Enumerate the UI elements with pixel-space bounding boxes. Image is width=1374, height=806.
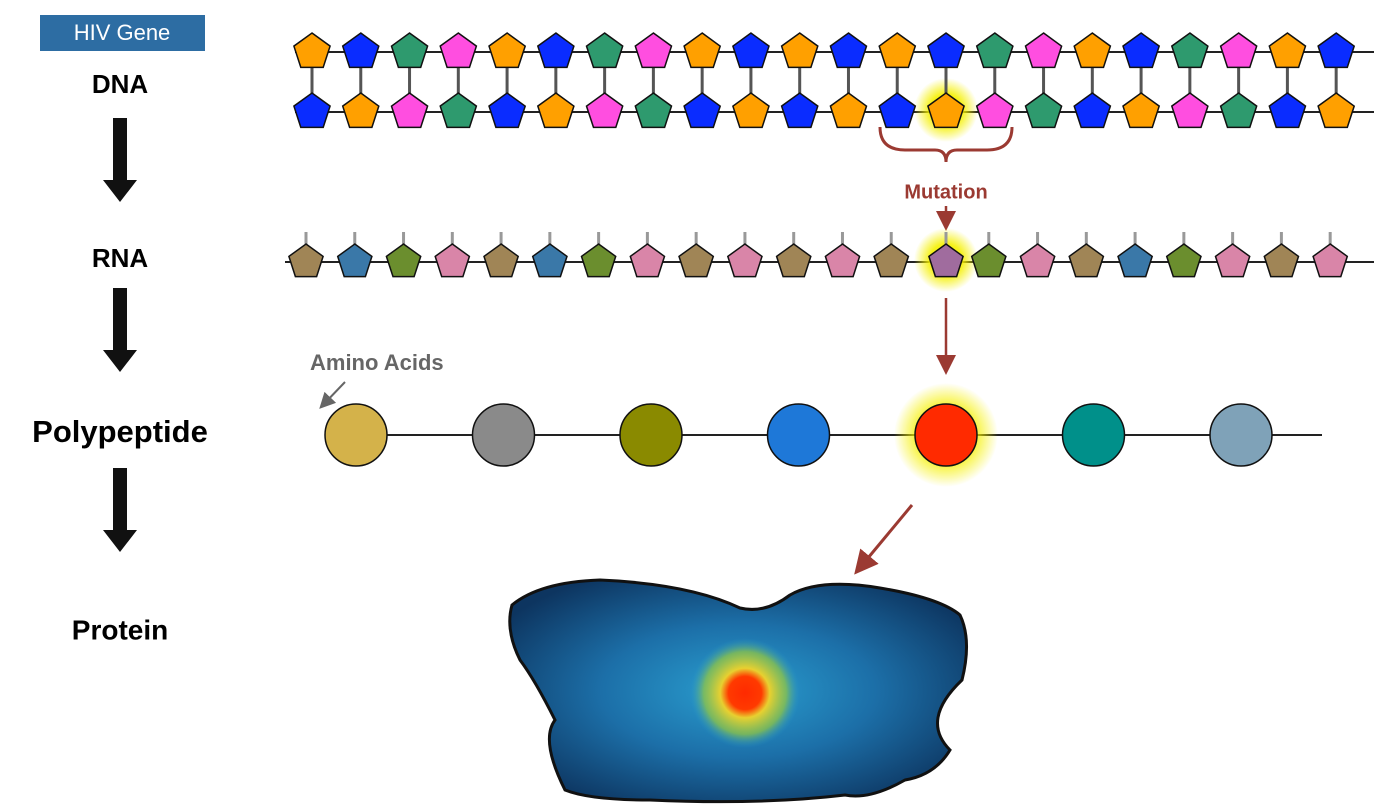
nucleotide bbox=[341, 32, 380, 69]
nucleotide bbox=[927, 32, 965, 69]
nucleotide bbox=[878, 92, 917, 129]
nucleotide bbox=[439, 32, 478, 69]
nucleotide bbox=[829, 92, 868, 129]
nucleotide bbox=[1170, 32, 1209, 69]
amino-acid bbox=[324, 403, 388, 467]
nucleotide bbox=[585, 32, 624, 69]
nucleotide bbox=[585, 92, 624, 129]
nucleotide bbox=[780, 92, 819, 129]
protein-hotspot bbox=[690, 638, 800, 748]
nucleotide bbox=[288, 243, 324, 278]
down-arrow bbox=[103, 468, 137, 552]
nucleotide bbox=[1268, 92, 1307, 129]
nucleotide bbox=[1170, 92, 1209, 129]
polypeptide bbox=[324, 383, 1322, 487]
nucleotide bbox=[683, 32, 722, 69]
nucleotide bbox=[1219, 92, 1258, 129]
nucleotide bbox=[488, 92, 527, 129]
amino-acid bbox=[1061, 403, 1126, 467]
nucleotide bbox=[341, 92, 380, 129]
amino-acid bbox=[1209, 403, 1273, 467]
nucleotide bbox=[824, 243, 861, 278]
stage-label: Protein bbox=[72, 614, 168, 645]
stage-label: Polypeptide bbox=[32, 414, 208, 449]
nucleotide bbox=[634, 92, 673, 129]
nucleotide bbox=[1268, 32, 1307, 69]
amino-acid bbox=[471, 403, 536, 467]
nucleotide bbox=[1024, 92, 1063, 129]
title-box bbox=[40, 15, 205, 51]
nucleotide bbox=[970, 243, 1007, 278]
nucleotide bbox=[732, 92, 770, 129]
nucleotide bbox=[536, 32, 575, 69]
nucleotide bbox=[1019, 243, 1056, 278]
title: HIV Gene bbox=[74, 20, 171, 45]
nucleotide bbox=[1068, 243, 1105, 278]
dna bbox=[293, 32, 1374, 142]
nucleotide bbox=[726, 243, 763, 278]
nucleotide bbox=[634, 32, 673, 69]
nucleotide bbox=[1122, 92, 1161, 129]
nucleotide bbox=[1073, 32, 1112, 69]
nucleotide bbox=[536, 92, 575, 129]
nucleotide bbox=[1024, 32, 1063, 69]
flow-arrows bbox=[103, 118, 137, 552]
nucleotide bbox=[1122, 32, 1161, 69]
nucleotide bbox=[780, 32, 819, 69]
nucleotide bbox=[390, 92, 429, 129]
amino-acid bbox=[766, 403, 831, 467]
mutation-label: Mutation bbox=[904, 181, 987, 203]
down-arrow bbox=[103, 118, 137, 202]
nucleotide bbox=[1165, 243, 1202, 278]
nucleotide bbox=[434, 243, 471, 278]
stage-label: RNA bbox=[92, 243, 149, 273]
nucleotide bbox=[678, 243, 715, 278]
amino-acid bbox=[914, 403, 978, 467]
nucleotide bbox=[975, 32, 1014, 69]
nucleotide bbox=[873, 243, 910, 278]
amino-acid bbox=[619, 403, 683, 467]
nucleotide bbox=[683, 92, 722, 129]
nucleotide bbox=[293, 92, 331, 129]
nucleotide bbox=[336, 243, 373, 278]
nucleotide bbox=[390, 32, 429, 69]
nucleotide bbox=[1312, 243, 1349, 278]
nucleotide bbox=[1219, 32, 1258, 69]
nucleotide bbox=[928, 243, 964, 278]
nucleotide bbox=[732, 32, 770, 69]
nucleotide bbox=[439, 92, 478, 129]
nucleotide bbox=[878, 32, 917, 69]
nucleotide bbox=[1073, 92, 1112, 129]
arrow bbox=[854, 504, 914, 575]
nucleotide bbox=[775, 243, 812, 278]
nucleotide bbox=[629, 243, 666, 278]
nucleotide bbox=[1263, 243, 1300, 278]
nucleotide bbox=[1117, 243, 1154, 278]
nucleotide bbox=[385, 243, 422, 278]
nucleotide bbox=[488, 32, 527, 69]
down-arrow bbox=[103, 288, 137, 372]
nucleotide bbox=[829, 32, 868, 69]
amino-acids-label: Amino Acids bbox=[310, 350, 444, 375]
nucleotide bbox=[975, 92, 1014, 129]
nucleotide bbox=[293, 32, 331, 69]
stage-label: DNA bbox=[92, 69, 149, 99]
arrow bbox=[319, 381, 346, 409]
nucleotide bbox=[483, 243, 520, 278]
nucleotide bbox=[1317, 92, 1356, 129]
nucleotide bbox=[1214, 243, 1251, 278]
nucleotide bbox=[580, 243, 617, 278]
rna bbox=[285, 228, 1374, 292]
bracket bbox=[878, 126, 1014, 163]
nucleotide bbox=[1317, 32, 1356, 69]
nucleotide bbox=[531, 243, 568, 278]
nucleotide bbox=[927, 92, 965, 129]
